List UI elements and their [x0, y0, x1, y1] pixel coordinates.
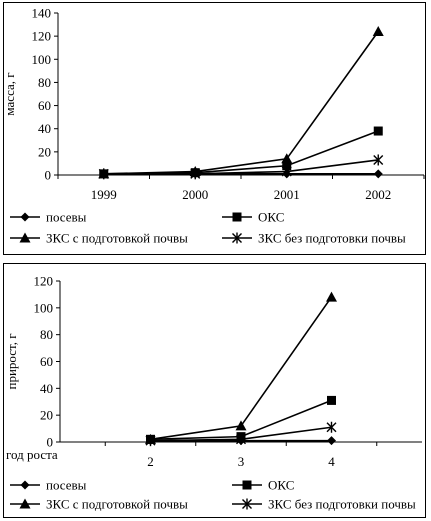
chart1-y-tick-label: 120 [32, 29, 52, 44]
chart1-y-axis-label: масса, г [2, 72, 17, 115]
chart2-legend-entry: ОКС [232, 478, 294, 493]
chart-panel-increment [3, 263, 426, 518]
chart2-x-tick-label: 4 [328, 454, 335, 469]
chart1-y-tick-label: 60 [38, 98, 51, 113]
chart1-x-tick-label: 2000 [182, 187, 208, 202]
chart2-legend-label: ЗКС без подготовки почвы [268, 497, 416, 512]
chart2-legend-label: посевы [46, 478, 87, 493]
chart2-data-point [326, 421, 337, 433]
chart1-legend-label: ЗКС с подготовкой почвы [46, 231, 188, 246]
chart1-legend-entry: ЗКС с подготовкой почвы [10, 231, 188, 246]
chart2-data-point [145, 435, 156, 447]
chart2-legend-entry: ЗКС без подготовки почвы [232, 497, 416, 512]
chart2-data-point [235, 420, 247, 431]
chart1-data-point [373, 126, 383, 136]
chart2-series-line [150, 296, 333, 441]
chart-panel-mass [3, 2, 426, 255]
chart1-legend-marker [232, 212, 242, 222]
chart1-x-tick-label: 1999 [91, 187, 117, 202]
chart2-x-axis-label: год роста [6, 447, 58, 462]
chart1-y-tick-label: 20 [38, 144, 51, 159]
chart2-y-tick-label: 120 [34, 274, 54, 289]
chart2-series-2 [145, 291, 337, 444]
chart1-y-tick-label: 100 [32, 52, 52, 67]
chart2-data-point [327, 436, 336, 446]
chart2-x-tick-label: 3 [238, 454, 245, 469]
chart2-y-tick-label: 20 [40, 408, 53, 423]
chart1-x-tick-label: 2001 [274, 187, 300, 202]
chart1-y-tick-label: 140 [32, 6, 52, 21]
chart1-legend-marker [232, 232, 242, 244]
chart1-y-tick-label: 40 [38, 121, 51, 136]
chart1-legend-entry: ЗКС без подготовки почвы [222, 231, 406, 246]
chart2-legend-entry: посевы [10, 478, 87, 493]
chart2-y-axis-label: прирост, г [4, 333, 19, 389]
chart1-series-line [103, 159, 379, 175]
chart2-data-point [326, 291, 337, 302]
chart1-series-line [103, 31, 379, 175]
chart1-x-tick-label: 2002 [365, 187, 391, 202]
chart1-data-point [373, 169, 383, 179]
chart2-legend-entry: ЗКС с подготовкой почвы [10, 497, 188, 512]
chart1-y-tick-label: 0 [45, 168, 52, 183]
chart1-series-3 [98, 154, 384, 180]
chart1-legend-label: ЗКС без подготовки почвы [258, 231, 406, 246]
chart2-data-point [236, 433, 246, 445]
chart1-data-point [281, 166, 292, 178]
chart1-y-tick-label: 80 [38, 75, 51, 90]
chart1-data-point [190, 168, 201, 180]
chart1-legend-entry: ОКС [222, 210, 284, 225]
chart2-legend-marker [242, 480, 252, 490]
chart1-legend-marker [19, 232, 31, 243]
chart2-y-tick-label: 100 [34, 300, 54, 315]
chart1-data-point [281, 153, 293, 164]
chart1-data-point [372, 26, 384, 37]
chart2-legend-marker [242, 498, 252, 510]
chart1-data-point [373, 154, 384, 166]
chart1-legend-label: посевы [46, 210, 87, 225]
chart2-y-tick-label: 40 [40, 381, 53, 396]
chart2-y-tick-label: 0 [47, 435, 54, 450]
chart2-legend-label: ОКС [268, 478, 294, 493]
chart2-series-3 [145, 421, 337, 447]
chart1-legend-label: ОКС [258, 210, 284, 225]
chart1-legend-marker [20, 212, 30, 222]
chart2-legend-marker [19, 498, 31, 509]
chart2-y-tick-label: 60 [40, 354, 53, 369]
chart2-x-tick-label: 2 [147, 454, 154, 469]
chart2-legend-label: ЗКС с подготовкой почвы [46, 497, 188, 512]
chart1-legend-entry: посевы [10, 210, 87, 225]
chart1-data-point [98, 168, 109, 180]
chart2-y-tick-label: 80 [40, 327, 53, 342]
chart2-legend-marker [20, 480, 30, 490]
chart2-data-point [327, 395, 336, 405]
chart1-data-point [282, 161, 292, 171]
